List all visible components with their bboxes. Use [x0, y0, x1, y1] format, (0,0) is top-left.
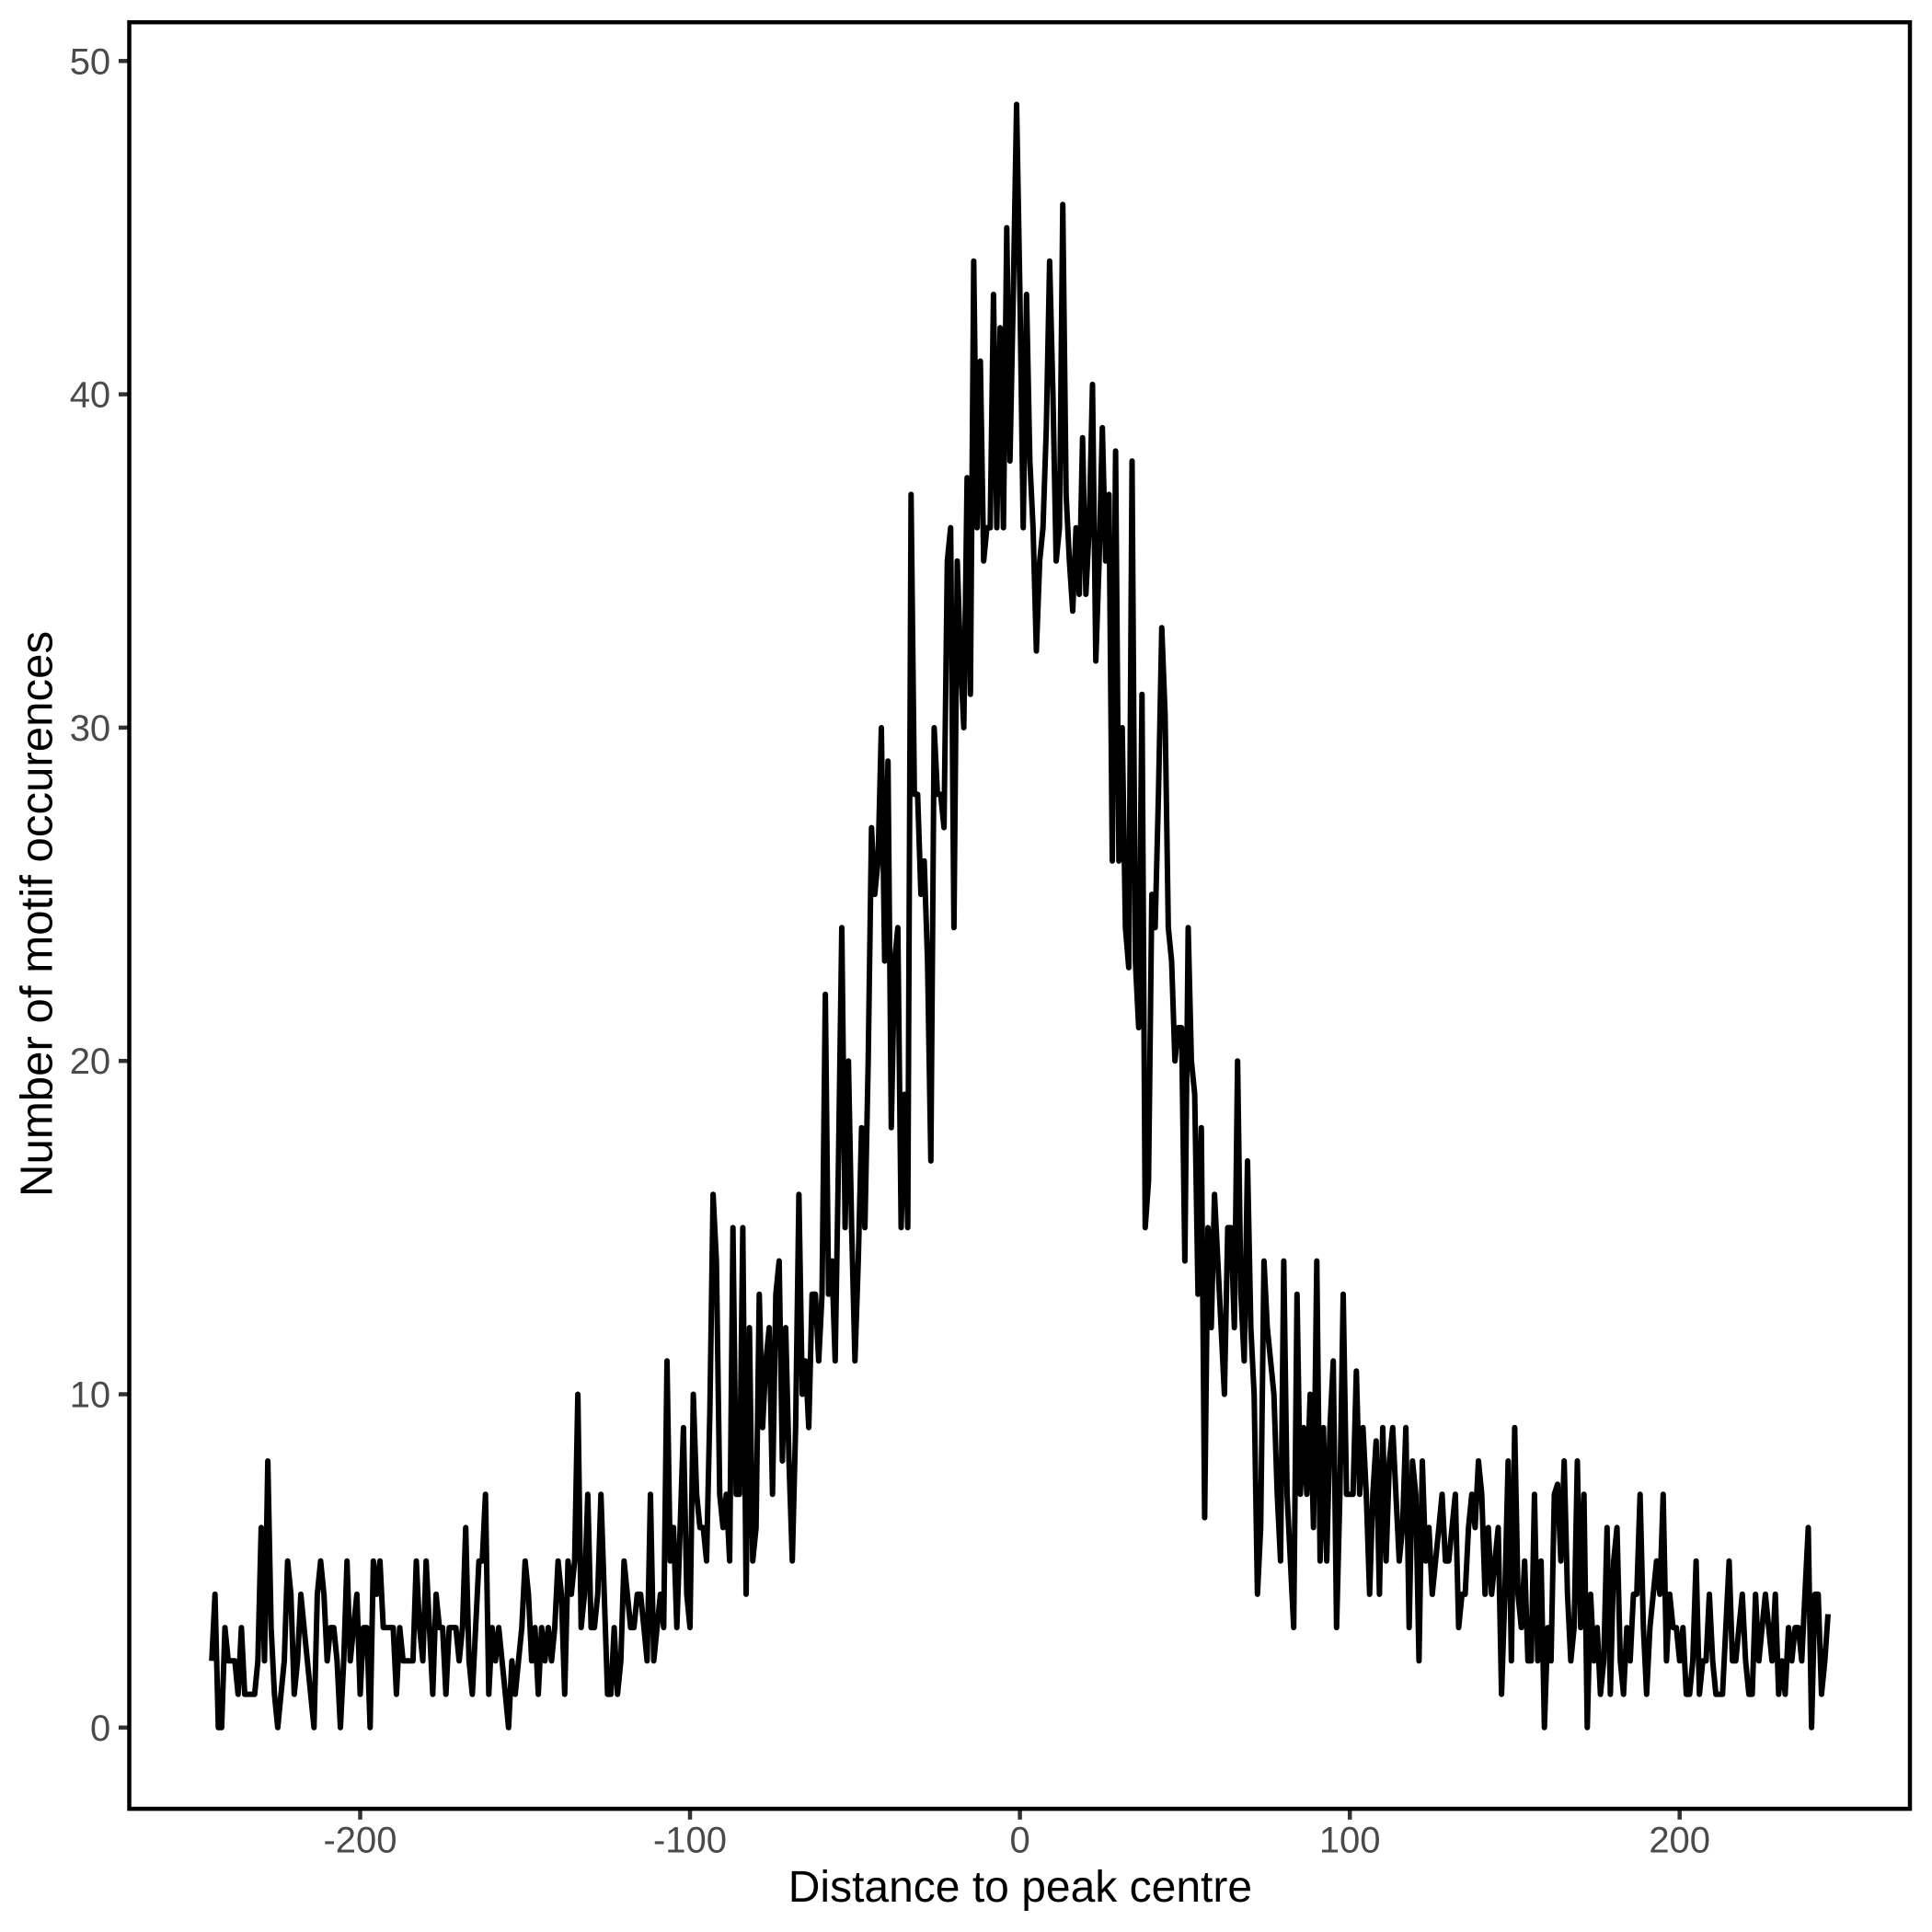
svg-text:Distance to peak centre: Distance to peak centre: [788, 1863, 1252, 1912]
svg-text:100: 100: [1319, 1821, 1381, 1861]
svg-text:10: 10: [70, 1375, 111, 1416]
svg-text:200: 200: [1649, 1821, 1710, 1861]
svg-text:-200: -200: [323, 1821, 397, 1861]
svg-text:-100: -100: [653, 1821, 727, 1861]
svg-text:0: 0: [90, 1708, 110, 1749]
svg-text:40: 40: [70, 375, 111, 416]
svg-text:Number of motif occurences: Number of motif occurences: [12, 631, 63, 1197]
svg-text:50: 50: [70, 41, 111, 82]
svg-text:30: 30: [70, 708, 111, 749]
svg-text:20: 20: [70, 1041, 111, 1082]
svg-text:0: 0: [1009, 1821, 1029, 1861]
